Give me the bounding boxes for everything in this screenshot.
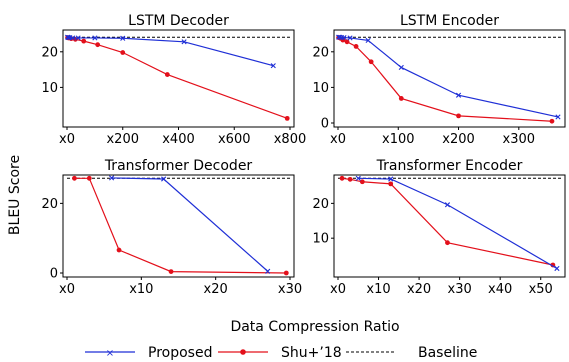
proposed-point: [120, 35, 126, 41]
shu18-point: [388, 181, 394, 187]
shu18-point: [72, 175, 77, 181]
panel-lstm-encoder: LSTM Encoder x0 x100 x200 x300 0 10 20: [312, 13, 566, 147]
plot-frame-transformer-decoder: [62, 174, 295, 278]
legend-shu18-label: Shu+’18: [281, 345, 342, 361]
x-tick-label: x200: [106, 132, 139, 147]
y-tick-label: 0: [321, 117, 329, 132]
proposed-line: [67, 36, 274, 67]
legend-proposed-label: Proposed: [148, 345, 212, 361]
proposed-point: [347, 35, 353, 41]
figure-ylabel: BLEU Score: [7, 155, 23, 235]
figure-xlabel: Data Compression Ratio: [230, 319, 399, 335]
x-tick-label: x30: [278, 282, 302, 297]
panel-title-transformer-encoder: Transformer Encoder: [376, 158, 523, 174]
shu18-point: [120, 50, 126, 55]
legend-item-shu18: Shu+’18: [218, 345, 342, 361]
x-tick-label: x10: [129, 282, 153, 297]
x-tick-label: x40: [488, 282, 512, 297]
legend-proposed-marker-icon: ×: [106, 348, 114, 359]
proposed-point: [161, 176, 167, 182]
x-tick-label: x50: [529, 282, 553, 297]
panel-title-lstm-encoder: LSTM Encoder: [400, 13, 499, 29]
proposed-point: [388, 176, 394, 182]
y-tick-label: 20: [41, 197, 58, 212]
x-tick-label: x20: [407, 282, 431, 297]
shu18-point: [549, 118, 555, 124]
shu18-point: [353, 44, 359, 49]
panel-transformer-encoder: Transformer Encoder x0 x10 x20 x30 x40 x50 10 20: [312, 158, 566, 297]
panel-transformer-decoder: Transformer Decoder x0 x10 x20 x30 0 20: [41, 158, 302, 297]
proposed-point: [75, 35, 81, 41]
proposed-point: [270, 63, 276, 69]
proposed-point: [341, 34, 347, 41]
proposed-point: [455, 92, 462, 98]
shu18-line: [341, 177, 554, 266]
legend: × Proposed Shu+’18 Baseline: [85, 345, 477, 361]
legend-item-baseline: Baseline: [346, 345, 477, 361]
proposed-line: [338, 36, 559, 118]
proposed-point: [181, 39, 187, 45]
x-tick-label: x100: [382, 132, 415, 147]
plot-frame-lstm-encoder: [333, 29, 566, 128]
shu18-point: [368, 59, 374, 65]
y-tick-label: 10: [312, 232, 329, 247]
plot-frame-transformer-encoder: [333, 174, 566, 278]
y-tick-label: 10: [41, 81, 58, 96]
proposed-line: [358, 177, 558, 269]
shu18-point: [284, 115, 290, 121]
legend-item-proposed: × Proposed: [85, 345, 212, 361]
shu18-point: [456, 113, 461, 119]
x-tick-label: x800: [274, 132, 307, 147]
panel-title-transformer-decoder: Transformer Decoder: [104, 158, 253, 174]
proposed-point: [365, 37, 371, 43]
shu18-line: [67, 37, 288, 119]
panel-title-lstm-decoder: LSTM Decoder: [128, 13, 229, 29]
proposed-point: [69, 35, 76, 41]
shu18-point: [168, 269, 174, 275]
x-tick-label: x400: [162, 132, 195, 147]
x-tick-label: x0: [330, 282, 346, 297]
shu18-point: [86, 175, 92, 181]
proposed-point: [555, 114, 561, 120]
x-tick-label: x0: [59, 282, 75, 297]
proposed-point: [265, 268, 271, 274]
proposed-point: [554, 265, 560, 272]
x-tick-label: x0: [330, 132, 346, 147]
legend-baseline-label: Baseline: [418, 345, 477, 361]
shu18-point: [344, 39, 350, 45]
y-tick-label: 10: [312, 81, 329, 96]
x-tick-label: x200: [442, 132, 475, 147]
panel-lstm-decoder: LSTM Decoder x0 x200 x400 x600 x800 10 20: [41, 13, 306, 147]
shu18-point: [359, 179, 365, 185]
y-tick-label: 20: [312, 197, 329, 212]
proposed-point: [355, 175, 361, 181]
proposed-point: [92, 35, 98, 41]
x-tick-label: x600: [218, 132, 251, 147]
shu18-point: [445, 240, 450, 246]
shu18-point: [116, 247, 122, 253]
shu18-point: [283, 270, 289, 276]
x-tick-label: x300: [503, 132, 536, 147]
proposed-point: [109, 175, 115, 181]
y-tick-label: 20: [312, 45, 329, 60]
shu18-point: [347, 176, 353, 182]
legend-shu18-marker-icon: [240, 349, 246, 355]
x-tick-label: x30: [448, 282, 472, 297]
proposed-point: [65, 34, 71, 41]
proposed-point: [444, 202, 451, 208]
x-tick-label: x20: [204, 282, 228, 297]
shu18-point: [398, 96, 404, 101]
x-tick-label: x10: [366, 282, 390, 297]
y-tick-label: 20: [41, 45, 58, 60]
shu18-point: [81, 38, 87, 44]
proposed-point: [398, 64, 404, 71]
x-tick-label: x0: [59, 132, 75, 147]
shu18-point: [95, 42, 101, 48]
shu18-point: [164, 72, 170, 77]
shu18-point: [339, 175, 345, 181]
y-tick-label: 0: [50, 267, 58, 282]
